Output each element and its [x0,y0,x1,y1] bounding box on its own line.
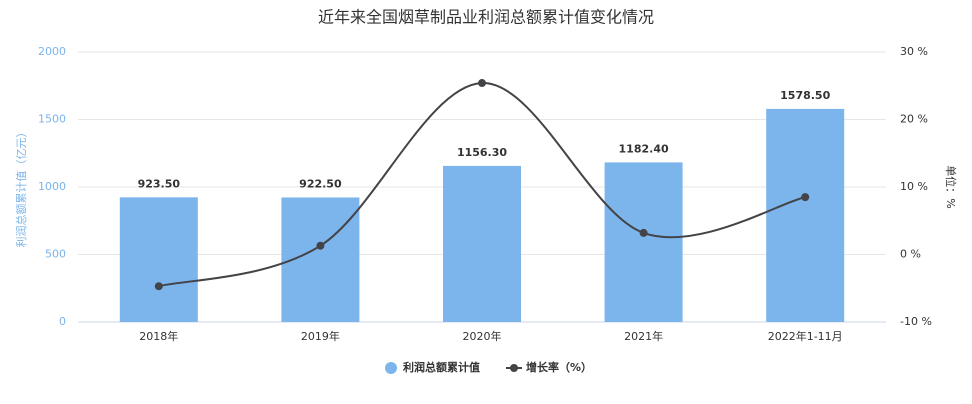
x-tick-label: 2021年 [624,329,663,343]
legend-symbol [385,362,397,374]
y2-tick-label: 20 % [900,113,928,126]
legend-symbol [510,364,518,372]
y-tick-label: 0 [59,315,66,328]
value-label: 1156.30 [457,146,507,159]
chart-title: 近年来全国烟草制品业利润总额累计值变化情况 [318,8,654,27]
y2-tick-label: 30 % [900,45,928,58]
line-point [639,228,648,237]
line-point [478,79,486,88]
y2-tick-label: 10 % [900,180,928,193]
legend-label[interactable]: 利润总额累计值 [403,360,480,374]
legend-label[interactable]: 增长率（%） [526,360,592,374]
x-tick-label: 2020年 [463,329,502,343]
value-label: 1182.40 [619,142,669,155]
y-tick-label: 1000 [38,180,66,193]
bar [119,197,198,322]
y2-tick-label: -10 % [900,315,932,328]
line-point [801,193,810,202]
line-point [316,241,325,250]
line-point [154,282,163,291]
value-label: 1578.50 [780,89,830,102]
y-tick-label: 500 [45,248,66,261]
y-tick-label: 1500 [38,113,66,126]
y-axis-label: 利润总额累计值（亿元） [14,127,28,248]
x-tick-label: 2018年 [139,329,178,343]
x-tick-label: 2019年 [301,329,340,343]
bar [443,165,521,322]
bar [766,108,845,322]
x-tick-label: 2022年1-11月 [768,329,843,343]
y2-tick-label: 0 % [900,248,921,261]
value-label: 923.50 [138,177,181,190]
bar [604,162,683,322]
y-tick-label: 2000 [38,45,66,58]
y2-axis-label: 单位：% [944,165,958,208]
value-label: 922.50 [299,177,342,190]
